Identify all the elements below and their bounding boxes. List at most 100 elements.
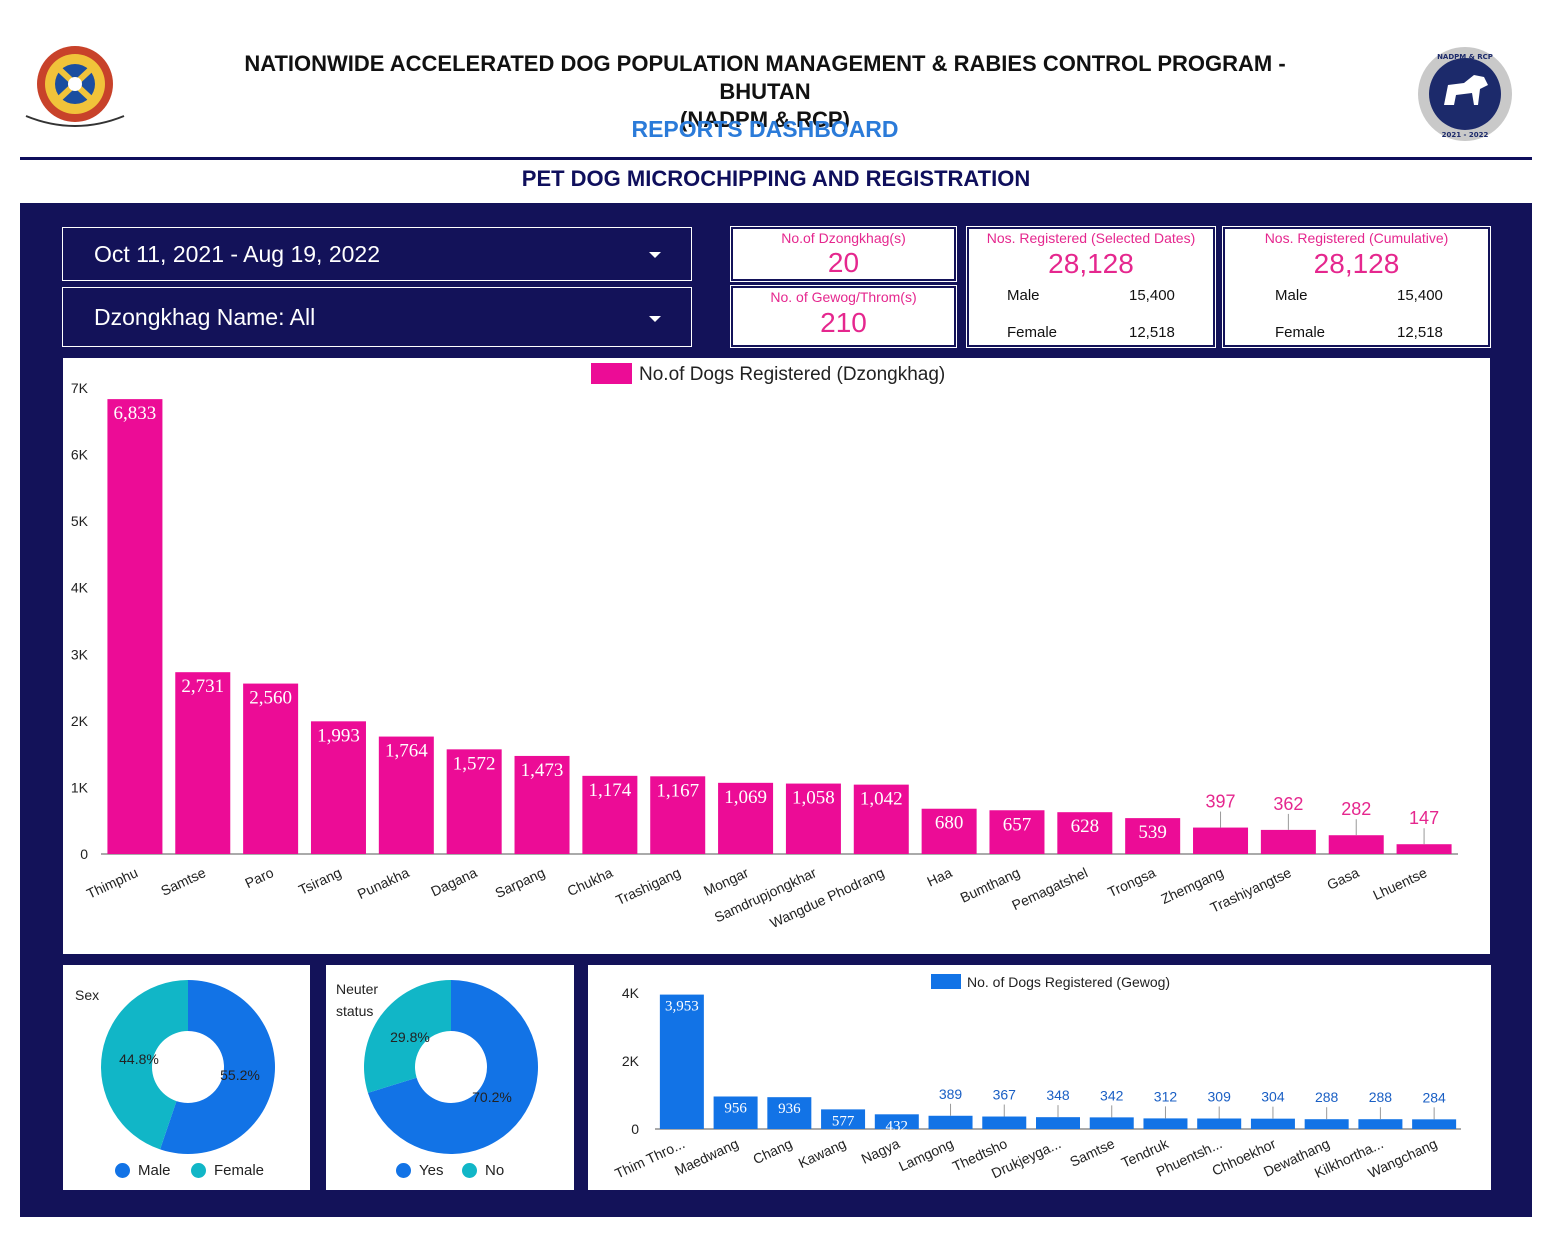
- legend-yes-label: Yes: [419, 1162, 444, 1179]
- x-tick-chukha: Chukha: [565, 864, 616, 899]
- data-label-lamgong: 389: [939, 1086, 963, 1102]
- neuter-chart-title: Neuter status: [336, 981, 379, 1019]
- y-tick-label: 3K: [71, 646, 89, 662]
- header: NATIONWIDE ACCELERATED DOG POPULATION MA…: [0, 0, 1552, 160]
- data-label-punakha: 1,764: [385, 741, 428, 762]
- kpi-value: 28,128: [1313, 248, 1400, 279]
- bar-drukjeyga: [1036, 1117, 1080, 1129]
- data-label-kawang: 577: [832, 1113, 855, 1129]
- x-tick-dagana: Dagana: [428, 864, 479, 899]
- male-label: Male: [1275, 287, 1308, 304]
- kpi-value: 28,128: [1048, 248, 1134, 279]
- kpi-title: No. of Gewog/Throm(s): [770, 289, 917, 305]
- nadpm-dog-logo: NADPM & RCP 2021 - 2022: [1418, 47, 1512, 141]
- legend-female[interactable]: Female: [191, 1162, 264, 1179]
- data-label-sarpang: 1,473: [521, 760, 564, 781]
- data-label-trashiyangtse: 362: [1273, 794, 1303, 814]
- bar-haa: [921, 808, 977, 854]
- bar-thedtsho: [982, 1116, 1027, 1129]
- kpi-dzongkhag-count: No.of Dzongkhag(s) 20: [730, 226, 957, 282]
- bar-tsirang: [310, 721, 366, 854]
- x-tick-punakha: Punakha: [355, 864, 412, 902]
- dzongkhag-filter-value: Dzongkhag Name: All: [94, 304, 316, 330]
- kpi-registered-cumulative: Nos. Registered (Cumulative) 28,128 Male…: [1222, 226, 1491, 348]
- dzongkhag-bar-chart[interactable]: No.of Dogs Registered (Dzongkhag) 0 1K 2K 3K…: [63, 358, 1490, 954]
- data-label-maedwang: 956: [724, 1100, 747, 1116]
- female-value: 12,518: [1397, 324, 1443, 341]
- legend-yes[interactable]: Yes: [396, 1162, 443, 1179]
- data-label-thim-thro: 3,953: [665, 999, 699, 1015]
- gewog-chart-card: No. of Dogs Registered (Gewog) 0 2K 4K 3,953…: [588, 965, 1491, 1190]
- bar-mongar: [718, 782, 774, 854]
- right-logo-bottom-text: 2021 - 2022: [1442, 131, 1489, 139]
- x-tick-kawang: Kawang: [796, 1135, 849, 1171]
- x-tick-haa: Haa: [924, 864, 954, 889]
- x-tick-samtse: Samtse: [158, 864, 208, 899]
- y-tick-label: 2K: [71, 713, 89, 729]
- dzongkhag-filter-dropdown[interactable]: Dzongkhag Name: All: [62, 287, 692, 347]
- y-tick-label: 2K: [622, 1053, 640, 1069]
- data-label-tendruk: 312: [1154, 1088, 1178, 1104]
- slice-yes: [367, 980, 538, 1154]
- kpi-title: Nos. Registered (Cumulative): [1264, 230, 1449, 246]
- bar-chang: [767, 1097, 812, 1129]
- slice-male: [160, 980, 275, 1154]
- legend-male[interactable]: Male: [115, 1162, 171, 1179]
- slice-value-male: 55.2%: [220, 1067, 260, 1083]
- bar-samtse: [1089, 1117, 1134, 1129]
- chart-legend: No.of Dogs Registered (Dzongkhag): [591, 363, 945, 385]
- yes-swatch: [396, 1163, 411, 1178]
- bar-pemagatshel: [1057, 812, 1113, 854]
- dzongkhag-chart-card: No.of Dogs Registered (Dzongkhag) 0 1K 2K 3K…: [63, 358, 1490, 954]
- bar-gasa: [1328, 835, 1384, 854]
- data-label-samtse: 342: [1100, 1087, 1124, 1103]
- data-label-chang: 936: [778, 1101, 801, 1117]
- program-title-line1: NATIONWIDE ACCELERATED DOG POPULATION MA…: [244, 51, 1286, 104]
- data-label-drukjeyga: 348: [1046, 1087, 1070, 1103]
- chevron-down-icon: [649, 316, 661, 322]
- date-range-picker[interactable]: Oct 11, 2021 - Aug 19, 2022: [62, 227, 692, 281]
- bar-dagana: [446, 749, 502, 854]
- female-label: Female: [1275, 324, 1326, 341]
- y-tick-label: 4K: [622, 985, 640, 1001]
- slice-no: [364, 980, 451, 1093]
- neuter-donut-card: Neuter status 70.2% 29.8% Yes No: [326, 965, 574, 1190]
- legend-label: No. of Dogs Registered (Gewog): [967, 974, 1170, 990]
- x-tick-tsirang: Tsirang: [296, 864, 344, 898]
- sex-donut-chart[interactable]: 55.2% 44.8%: [63, 965, 310, 1190]
- gewog-bar-chart[interactable]: No. of Dogs Registered (Gewog) 0 2K 4K 3,953…: [588, 965, 1491, 1190]
- male-value: 15,400: [1129, 287, 1175, 304]
- x-tick-thimphu: Thimphu: [84, 864, 140, 902]
- bar-thimphu: [107, 399, 163, 854]
- kpi-value: 20: [827, 247, 860, 278]
- x-tick-lhuentse: Lhuentse: [1370, 864, 1429, 903]
- bar-maedwang: [713, 1096, 758, 1129]
- slice-value-no: 29.8%: [390, 1029, 430, 1045]
- x-tick-samtse: Samtse: [1067, 1135, 1117, 1170]
- data-label-zhemgang: 397: [1206, 792, 1236, 812]
- bar-kawang: [821, 1109, 866, 1129]
- data-label-mongar: 1,069: [724, 787, 767, 808]
- x-tick-sarpang: Sarpang: [493, 864, 548, 901]
- legend-no[interactable]: No: [462, 1162, 504, 1179]
- bar-trashigang: [650, 776, 706, 854]
- header-divider: [20, 157, 1532, 160]
- legend-no-label: No: [485, 1162, 505, 1179]
- dashboard-title: REPORTS DASHBOARD: [631, 116, 899, 142]
- y-tick-label: 0: [80, 846, 88, 862]
- no-swatch: [462, 1163, 477, 1178]
- bar-phuentsh: [1197, 1118, 1242, 1129]
- y-tick-label: 1K: [71, 779, 89, 795]
- male-label: Male: [1007, 287, 1040, 304]
- bar-trashiyangtse: [1260, 829, 1316, 854]
- male-value: 15,400: [1397, 287, 1443, 304]
- bar-wangdue-phodrang: [853, 784, 909, 854]
- data-label-tsirang: 1,993: [317, 725, 360, 746]
- bar-bumthang: [989, 810, 1045, 854]
- bar-kilkhortha: [1358, 1119, 1403, 1129]
- data-label-dagana: 1,572: [453, 753, 496, 774]
- data-label-paro: 2,560: [249, 688, 292, 709]
- x-tick-trashigang: Trashigang: [613, 864, 683, 908]
- neuter-donut-chart[interactable]: 70.2% 29.8%: [326, 965, 574, 1190]
- program-title: NATIONWIDE ACCELERATED DOG POPULATION MA…: [200, 50, 1330, 134]
